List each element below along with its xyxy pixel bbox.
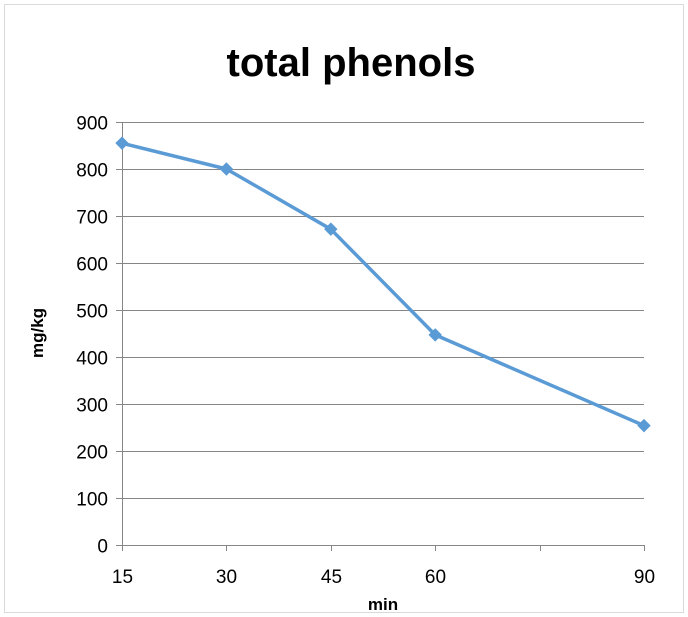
y-tick-label: 100	[76, 490, 108, 511]
y-tick-label: 500	[76, 302, 108, 323]
chart-frame	[4, 4, 684, 613]
data-point-45	[324, 222, 338, 236]
y-tick-label: 400	[76, 349, 108, 370]
data-point-60	[428, 328, 442, 342]
series-line-0	[121, 141, 645, 428]
x-tick-label: 15	[112, 567, 133, 588]
chart-title: total phenols	[227, 41, 476, 85]
gridlines	[122, 122, 644, 499]
series-layer	[115, 136, 651, 433]
data-point-30	[219, 162, 234, 176]
y-tick-label: 300	[76, 396, 108, 417]
x-tick-label: 45	[321, 567, 342, 588]
data-point-15	[115, 136, 129, 150]
y-tick-label: 600	[76, 255, 108, 276]
y-tick-label: 700	[76, 208, 108, 229]
axes	[116, 122, 645, 551]
y-tick-label: 800	[76, 161, 108, 182]
y-axis-title: mg/kg	[28, 308, 47, 358]
y-tick-label: 900	[76, 114, 108, 135]
x-tick-label: 90	[634, 567, 655, 588]
x-axis-title: min	[368, 595, 398, 614]
data-point-90	[637, 418, 651, 433]
y-tick-label: 0	[97, 537, 108, 558]
y-tick-labels: 0 100 200 300 400 500 600 700 800 900	[76, 114, 108, 558]
y-tick-label: 200	[76, 443, 108, 464]
x-tick-labels: 15 30 45 60 90	[112, 567, 655, 588]
x-tick-label: 30	[216, 567, 237, 588]
x-tick-label: 60	[425, 567, 446, 588]
